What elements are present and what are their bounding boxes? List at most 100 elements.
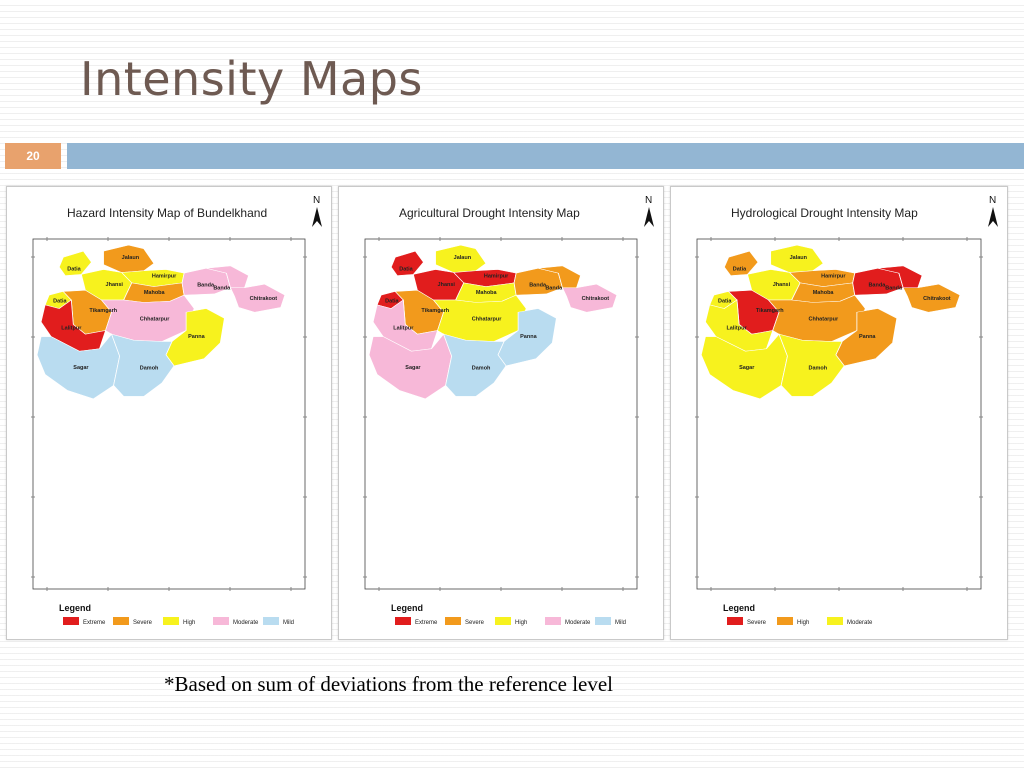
district-label: Jhansi: [773, 282, 791, 288]
legend-swatch: [395, 617, 411, 625]
map-title: Hydrological Drought Intensity Map: [731, 206, 918, 220]
legend-swatch: [263, 617, 279, 625]
map-panel-hazard: Hazard Intensity Map of Bundelkhand N Jala…: [6, 186, 332, 640]
north-arrow-icon: [988, 207, 998, 227]
map-panel-hydrological: Hydrological Drought Intensity Map N Jalau…: [670, 186, 1008, 640]
district-label: Datia: [67, 267, 81, 273]
district-label: Banda: [885, 286, 903, 292]
legend-swatch: [213, 617, 229, 625]
district-label: Tikamgarh: [756, 308, 784, 314]
district-lalitpur: [40, 299, 107, 352]
district-label: Chitrakoot: [923, 296, 951, 302]
legend-label: Severe: [133, 620, 153, 626]
legend-swatch: [63, 617, 79, 625]
district-lalitpur: [704, 299, 774, 352]
north-label: N: [313, 195, 320, 206]
map-svg: Hydrological Drought Intensity Map N Jalau…: [695, 195, 998, 626]
legend-label: Severe: [465, 620, 485, 626]
district-label: Jhansi: [438, 282, 456, 288]
district-label: Datia: [399, 267, 413, 273]
district-label: Hamirpur: [152, 273, 177, 279]
district-label: Banda: [868, 283, 886, 289]
map-title: Agricultural Drought Intensity Map: [399, 206, 580, 220]
district-panna: [497, 308, 557, 367]
legend-label: High: [183, 620, 195, 626]
north-arrow-icon: [644, 207, 654, 227]
district-label: Lalitpur: [61, 325, 82, 331]
district-label: Chhatarpur: [140, 317, 171, 323]
district-label: Datia: [733, 267, 747, 273]
district-chitrakoot: [902, 283, 961, 313]
district-label: Tikamgarh: [421, 308, 449, 314]
district-label: Jhansi: [106, 282, 124, 288]
district-jalaun: [435, 244, 487, 273]
legend-label: Moderate: [847, 620, 873, 626]
legend-title: Legend: [59, 603, 91, 613]
legend-title: Legend: [391, 603, 423, 613]
district-label: Chitrakoot: [582, 296, 610, 302]
district-label: Damoh: [140, 366, 159, 372]
district-label: Mahoba: [813, 290, 835, 296]
legend-swatch: [827, 617, 843, 625]
district-jalaun: [770, 244, 824, 273]
district-chitrakoot: [229, 283, 286, 313]
district-label: Hamirpur: [821, 273, 846, 279]
district-label: Datia: [385, 298, 399, 304]
district-label: Panna: [188, 334, 205, 340]
legend-label: Extreme: [83, 620, 106, 626]
legend-label: Severe: [747, 620, 767, 626]
district-label: Banda: [213, 286, 231, 292]
north-arrow-icon: [312, 207, 322, 227]
district-damoh: [443, 333, 507, 397]
legend-swatch: [727, 617, 743, 625]
district-label: Panna: [859, 334, 876, 340]
district-label: Jalaun: [454, 255, 472, 261]
map-title: Hazard Intensity Map of Bundelkhand: [67, 206, 267, 220]
legend-label: Mild: [615, 620, 626, 626]
district-damoh: [111, 333, 175, 397]
district-label: Panna: [520, 334, 537, 340]
legend-title: Legend: [723, 603, 755, 613]
district-label: Jalaun: [122, 255, 140, 261]
district-label: Chhatarpur: [808, 317, 839, 323]
district-label: Jalaun: [790, 255, 808, 261]
map-svg: Hazard Intensity Map of Bundelkhand N Jala…: [31, 195, 322, 626]
district-label: Banda: [545, 286, 563, 292]
map-svg: Agricultural Drought Intensity Map N Jalau…: [363, 195, 654, 626]
district-label: Banda: [197, 283, 215, 289]
district-label: Tikamgarh: [89, 308, 117, 314]
slide-number: 20: [5, 143, 61, 169]
legend-swatch: [545, 617, 561, 625]
legend-swatch: [163, 617, 179, 625]
district-panna: [835, 308, 898, 367]
legend-label: High: [797, 620, 809, 626]
legend-label: Mild: [283, 620, 294, 626]
district-label: Mahoba: [476, 290, 498, 296]
slide-title: Intensity Maps: [80, 52, 423, 106]
district-damoh: [778, 333, 845, 397]
legend-swatch: [113, 617, 129, 625]
legend-label: Moderate: [565, 620, 591, 626]
legend-swatch: [445, 617, 461, 625]
district-chitrakoot: [561, 283, 618, 313]
district-label: Chitrakoot: [250, 296, 278, 302]
legend-swatch: [595, 617, 611, 625]
district-jalaun: [103, 244, 155, 273]
district-label: Chhatarpur: [472, 317, 503, 323]
footnote: *Based on sum of deviations from the ref…: [164, 672, 614, 696]
district-label: Datia: [53, 298, 67, 304]
north-label: N: [989, 195, 996, 206]
district-label: Damoh: [808, 366, 827, 372]
district-label: Mahoba: [144, 290, 166, 296]
district-label: Lalitpur: [393, 325, 414, 331]
legend-swatch: [495, 617, 511, 625]
district-panna: [165, 308, 225, 367]
district-label: Hamirpur: [484, 273, 509, 279]
north-label: N: [645, 195, 652, 206]
district-label: Banda: [529, 283, 547, 289]
district-lalitpur: [372, 299, 439, 352]
legend-label: Extreme: [415, 620, 438, 626]
legend-label: Moderate: [233, 620, 259, 626]
district-label: Sagar: [405, 365, 421, 371]
district-label: Sagar: [73, 365, 89, 371]
